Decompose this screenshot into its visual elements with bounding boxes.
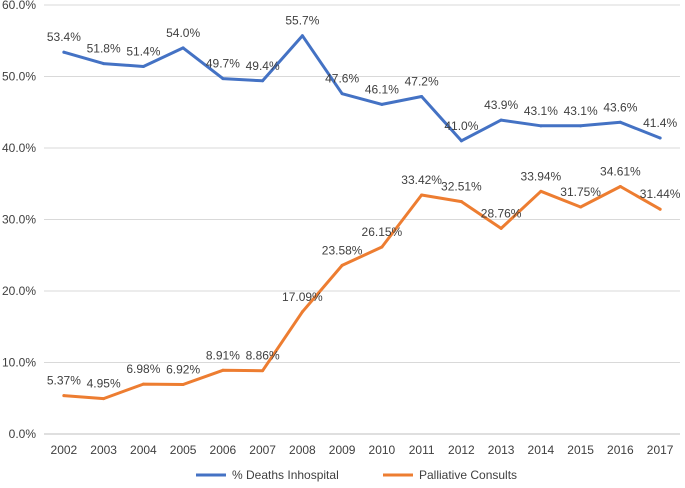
data-point (62, 394, 66, 398)
data-label: 43.1% (564, 104, 598, 118)
x-tick-label: 2007 (249, 443, 276, 457)
x-tick-label: 2014 (528, 443, 555, 457)
gridlines (44, 4, 680, 363)
data-label: 51.8% (87, 42, 121, 56)
data-point (181, 46, 185, 50)
data-labels: 53.4% 51.8% 51.4% 54.0% 49.7% 49.4% 55.7% 47.6%… (47, 14, 681, 391)
data-point (459, 139, 463, 143)
y-tick-label: 10.0% (2, 356, 36, 370)
data-label: 55.7% (285, 14, 319, 28)
data-point (340, 92, 344, 96)
data-label: 31.75% (560, 185, 601, 199)
data-label: 23.58% (322, 243, 363, 257)
data-point (420, 193, 424, 197)
legend-label: Palliative Consults (419, 468, 517, 482)
data-point (300, 310, 304, 314)
x-tick-label: 2017 (647, 443, 674, 457)
x-axis-tick-labels: 2002 2003 2004 2005 2006 2007 2008 2009 2010 2011… (51, 443, 674, 457)
data-point (420, 95, 424, 99)
data-label: 26.15% (362, 225, 403, 239)
data-point (499, 118, 503, 122)
data-label: 53.4% (47, 30, 81, 44)
data-point (618, 120, 622, 124)
data-label: 5.37% (47, 374, 81, 388)
series-line-0 (62, 34, 662, 143)
legend-label: % Deaths Inhospital (232, 468, 339, 482)
data-label: 28.76% (481, 206, 522, 220)
data-point (102, 62, 106, 66)
data-point (221, 77, 225, 81)
data-point (618, 185, 622, 189)
data-label: 43.9% (484, 98, 518, 112)
x-tick-label: 2004 (130, 443, 157, 457)
x-tick-label: 2006 (210, 443, 237, 457)
series-lines (62, 34, 662, 401)
data-point (539, 124, 543, 128)
y-tick-label: 50.0% (2, 70, 36, 84)
y-tick-label: 20.0% (2, 284, 36, 298)
data-label: 31.44% (640, 187, 681, 201)
y-tick-label: 0.0% (9, 427, 37, 441)
data-label: 8.91% (206, 348, 240, 362)
x-tick-label: 2003 (90, 443, 117, 457)
data-label: 51.4% (126, 44, 160, 58)
x-tick-label: 2016 (607, 443, 634, 457)
data-label: 49.4% (246, 59, 280, 73)
data-point (380, 102, 384, 106)
data-point (658, 136, 662, 140)
data-label: 47.2% (405, 75, 439, 89)
data-label: 33.42% (401, 173, 442, 187)
data-point (102, 397, 106, 401)
data-label: 49.7% (206, 57, 240, 71)
data-label: 6.98% (126, 362, 160, 376)
data-point (579, 205, 583, 209)
data-label: 8.86% (246, 349, 280, 363)
legend: % Deaths Inhospital Palliative Consults (196, 468, 517, 482)
x-tick-label: 2013 (488, 443, 515, 457)
series-line-1 (62, 185, 662, 401)
data-point (579, 124, 583, 128)
data-label: 6.92% (166, 363, 200, 377)
x-tick-label: 2011 (409, 443, 435, 457)
data-point (658, 207, 662, 211)
data-point (340, 263, 344, 267)
data-point (62, 50, 66, 54)
x-tick-label: 2009 (329, 443, 356, 457)
data-label: 4.95% (87, 377, 121, 391)
data-point (261, 369, 265, 373)
x-tick-label: 2015 (567, 443, 594, 457)
data-point (141, 64, 145, 68)
x-tick-label: 2010 (369, 443, 396, 457)
y-tick-label: 60.0% (2, 0, 36, 12)
data-label: 32.51% (441, 180, 482, 194)
data-point (459, 200, 463, 204)
x-tick-label: 2005 (170, 443, 197, 457)
data-point (539, 189, 543, 193)
data-label: 54.0% (166, 26, 200, 40)
data-label: 41.0% (444, 119, 478, 133)
data-label: 33.94% (521, 169, 562, 183)
data-label: 17.09% (282, 290, 323, 304)
data-label: 41.4% (643, 116, 677, 130)
data-point (141, 382, 145, 386)
data-point (499, 226, 503, 230)
data-label: 47.6% (325, 72, 359, 86)
data-point (221, 368, 225, 372)
y-axis-tick-labels: 0.0% 10.0% 20.0% 30.0% 40.0% 50.0% 60.0% (2, 0, 36, 441)
x-tick-label: 2002 (51, 443, 78, 457)
y-tick-label: 30.0% (2, 213, 36, 227)
x-tick-label: 2012 (448, 443, 475, 457)
data-label: 34.61% (600, 165, 641, 179)
data-point (261, 79, 265, 83)
data-label: 43.6% (603, 100, 637, 114)
y-tick-label: 40.0% (2, 141, 36, 155)
data-label: 46.1% (365, 82, 399, 96)
data-point (181, 383, 185, 387)
data-point (380, 245, 384, 249)
data-point (300, 34, 304, 38)
x-tick-label: 2008 (289, 443, 316, 457)
data-label: 43.1% (524, 104, 558, 118)
